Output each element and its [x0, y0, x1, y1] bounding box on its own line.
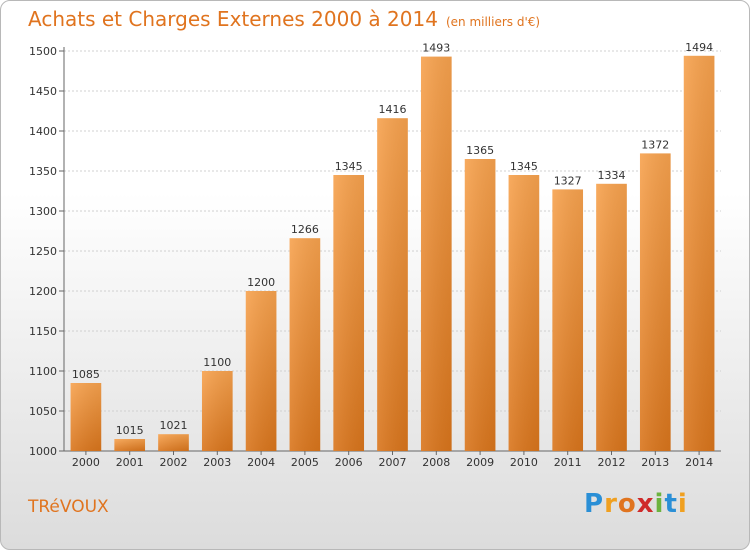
y-tick-label: 1500	[29, 45, 57, 58]
y-tick-label: 1100	[29, 365, 57, 378]
bar-shade	[158, 434, 189, 451]
bar-value-label: 1345	[335, 160, 363, 173]
bar-value-label: 1494	[685, 41, 713, 54]
chart-title: Achats et Charges Externes 2000 à 2014	[28, 7, 438, 31]
commune-name: TRéVOUX	[28, 497, 109, 517]
y-tick-label: 1050	[29, 405, 57, 418]
x-tick-label: 2004	[247, 456, 275, 469]
bar-value-label: 1493	[422, 42, 450, 55]
labels: 1000 1050 1100 1150 1200 1250 1300 1350 1400 1450…	[29, 41, 713, 469]
bar-shade	[420, 56, 452, 451]
bar-value-label: 1327	[554, 174, 582, 187]
x-tick-label: 2013	[641, 456, 669, 469]
x-tick-label: 2003	[203, 456, 231, 469]
bar-shade	[245, 291, 277, 451]
y-tick-label: 1400	[29, 125, 57, 138]
y-tick-label: 1150	[29, 325, 57, 338]
bar-shade	[377, 118, 408, 451]
bar-shade	[201, 371, 233, 451]
bar-shade	[70, 383, 102, 451]
x-tick-label: 2000	[72, 456, 100, 469]
bar-value-label: 1015	[116, 424, 144, 437]
bar-shade	[552, 189, 584, 451]
bar-shade	[464, 159, 496, 451]
x-tick-label: 2007	[379, 456, 407, 469]
bars	[70, 55, 715, 452]
bar-shade	[114, 439, 146, 451]
bar-value-label: 1365	[466, 144, 494, 157]
bar-value-label: 1416	[379, 103, 407, 116]
chart-subtitle: (en milliers d'€)	[445, 15, 541, 29]
x-tick-label: 2014	[685, 456, 713, 469]
y-tick-label: 1350	[29, 165, 57, 178]
bar-value-label: 1345	[510, 160, 538, 173]
bar-value-label: 1100	[203, 356, 231, 369]
y-tick-label: 1450	[29, 85, 57, 98]
x-tick-label: 2005	[291, 456, 319, 469]
bar-value-label: 1021	[160, 419, 188, 432]
x-tick-label: 2010	[510, 456, 538, 469]
bar-value-label: 1200	[247, 276, 275, 289]
bar-value-label: 1334	[598, 169, 626, 182]
x-tick-label: 2011	[554, 456, 582, 469]
proxiti-logo: Proxiti	[584, 489, 688, 519]
x-tick-label: 2006	[335, 456, 363, 469]
bar-shade	[639, 153, 671, 451]
bar-shade	[508, 175, 540, 451]
bar-shade	[333, 175, 365, 451]
bar-shade	[289, 238, 321, 451]
chart-title-row: Achats et Charges Externes 2000 à 2014 (e…	[28, 7, 540, 31]
bar-shade	[683, 55, 715, 452]
bar-value-label: 1085	[72, 368, 100, 381]
y-tick-label: 1300	[29, 205, 57, 218]
x-tick-label: 2009	[466, 456, 494, 469]
bar-value-label: 1266	[291, 223, 319, 236]
x-tick-label: 2012	[598, 456, 626, 469]
y-tick-label: 1250	[29, 245, 57, 258]
y-tick-label: 1200	[29, 285, 57, 298]
y-tick-label: 1000	[29, 445, 57, 458]
x-tick-label: 2008	[422, 456, 450, 469]
x-tick-label: 2001	[116, 456, 144, 469]
bar-value-label: 1372	[641, 138, 669, 151]
x-tick-label: 2002	[160, 456, 188, 469]
bar-shade	[596, 183, 627, 452]
